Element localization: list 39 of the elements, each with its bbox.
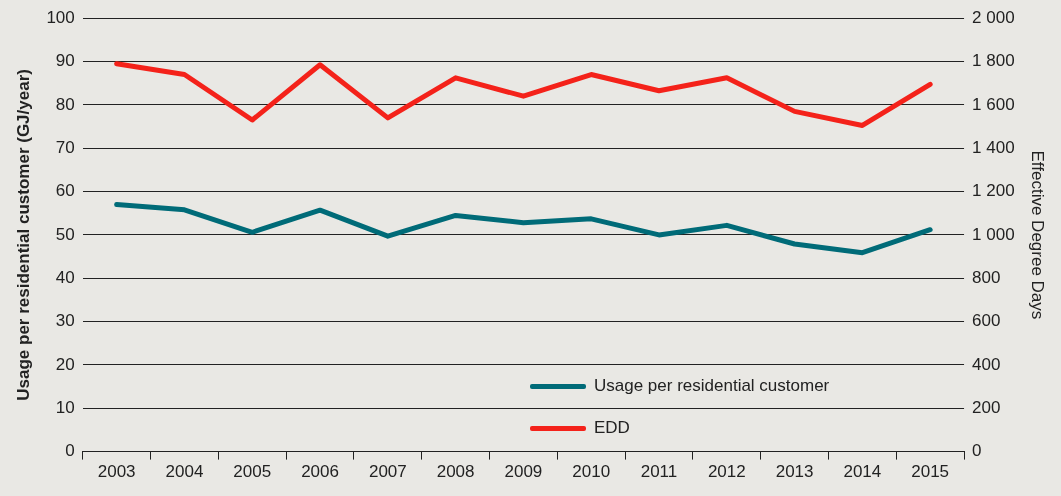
y2-tick-label: 800	[972, 267, 1001, 287]
legend-label: Usage per residential customer	[594, 376, 830, 396]
x-tick-label: 2007	[368, 462, 407, 482]
y2-tick-label: 600	[972, 311, 1001, 331]
y2-tick-label: 1 200	[972, 181, 1015, 201]
y-tick-label: 90	[55, 51, 75, 71]
x-tick-label: 2010	[572, 462, 611, 482]
y2-tick-label: 1 400	[972, 137, 1015, 157]
y2-tick-label: 400	[972, 354, 1001, 374]
y-axis-title: Usage per residential customer (GJ/year)	[13, 69, 33, 401]
x-tick-label: 2008	[436, 462, 475, 482]
x-tick-label: 2009	[504, 462, 543, 482]
x-tick-label: 2004	[165, 462, 204, 482]
y-tick-label: 10	[55, 397, 75, 417]
y-tick-label: 20	[55, 354, 75, 374]
x-tick-label: 2015	[911, 462, 950, 482]
y2-axis-title: Effective Degree Days	[1028, 150, 1048, 320]
y-tick-label: 0	[65, 441, 75, 461]
y2-tick-label: 1 800	[972, 51, 1015, 71]
y2-tick-label: 200	[972, 397, 1001, 417]
y-tick-label: 40	[55, 267, 75, 287]
y2-tick-label: 2 000	[972, 7, 1015, 27]
x-tick-label: 2005	[233, 462, 272, 482]
y2-tick-label: 1 000	[972, 224, 1015, 244]
x-tick-label: 2003	[97, 462, 136, 482]
y2-tick-label: 0	[972, 441, 982, 461]
x-tick-label: 2011	[640, 462, 678, 482]
y-tick-label: 100	[46, 7, 75, 27]
y2-tick-label: 1 600	[972, 94, 1015, 114]
x-tick-label: 2013	[775, 462, 814, 482]
x-tick-label: 2012	[707, 462, 746, 482]
y-tick-label: 30	[55, 311, 75, 331]
y-tick-label: 60	[55, 181, 75, 201]
y-tick-label: 70	[55, 137, 75, 157]
y-tick-label: 50	[55, 224, 75, 244]
x-tick-label: 2014	[843, 462, 882, 482]
x-tick-label: 2006	[301, 462, 339, 482]
legend-label: EDD	[594, 418, 630, 438]
y-tick-label: 80	[55, 94, 75, 114]
